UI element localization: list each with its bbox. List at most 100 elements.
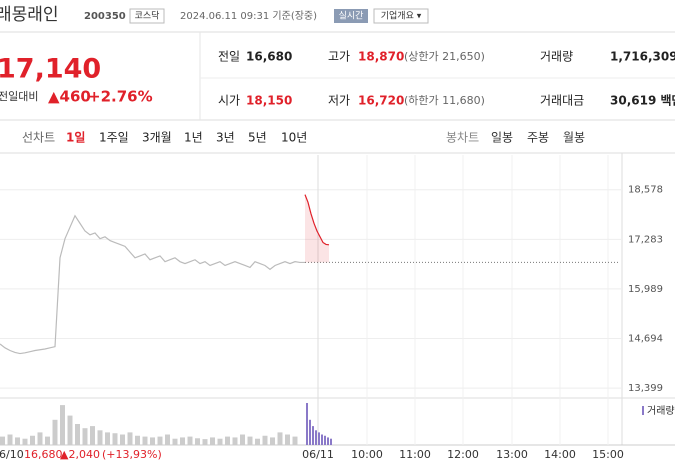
tab[interactable]: 10년 [281, 131, 307, 145]
stock-code: 200350 [84, 11, 126, 22]
volume-bar [247, 436, 253, 445]
volume-bar [45, 436, 50, 445]
volume-bar [90, 426, 95, 445]
tab-label: 봉차트 [446, 131, 479, 145]
volume-bar [324, 435, 326, 445]
volume-bar [30, 435, 35, 445]
volume-bar [292, 436, 298, 445]
footer-rate: (+13,93%) [102, 448, 162, 461]
volume-bar [262, 435, 268, 445]
price-line [304, 194, 330, 246]
volume-bar [240, 434, 245, 445]
x-tick-label: 11:00 [399, 448, 431, 461]
volume-bar [187, 436, 193, 445]
volume-bar [285, 434, 290, 445]
volume-bar [0, 436, 5, 445]
x-tick-label: 13:00 [496, 448, 528, 461]
badge[interactable] [373, 8, 429, 24]
time: 2024.06.11 09:31 기준(장중) [180, 10, 317, 22]
volume-bar [255, 438, 260, 445]
summary-label: 전일 [218, 50, 240, 64]
volume-bar [52, 419, 58, 445]
volume-bar [142, 436, 148, 445]
change-label: 전일대비 [0, 89, 38, 103]
summary-note: (하한가 11,680) [404, 93, 485, 107]
y-tick-label: 15,989 [628, 284, 663, 295]
volume-bar [15, 437, 20, 445]
volume-bar [172, 438, 178, 445]
footer-date: 06/10 [0, 448, 24, 461]
summary-label: 시가 [218, 94, 240, 108]
volume-bar [165, 434, 170, 445]
change: ▲460 [48, 88, 91, 106]
summary-value: 16,720 [358, 94, 404, 108]
volume-bar [75, 424, 80, 445]
tab-label: 선차트 [22, 131, 55, 145]
summary-label: 고가 [328, 50, 350, 64]
tab[interactable]: 월봉 [563, 131, 585, 145]
tab[interactable]: 3개월 [142, 131, 172, 145]
volume-bar [225, 436, 230, 445]
tab[interactable]: 1주일 [99, 131, 129, 145]
volume-bar [232, 437, 238, 445]
x-tick-label: 12:00 [447, 448, 479, 461]
summary-label: 저가 [328, 94, 350, 108]
rate: +2.76% [88, 88, 153, 106]
x-tick-label: 15:00 [592, 448, 624, 461]
volume-bar [318, 432, 320, 445]
tab[interactable]: 1일 [66, 131, 85, 145]
tab[interactable]: 1년 [184, 131, 203, 145]
summary-value: 18,150 [246, 94, 292, 108]
summary-note: (상한가 21,650) [404, 50, 485, 63]
volume-bar [97, 430, 103, 445]
volume-bar [112, 433, 118, 445]
x-tick-label: 06/11 [302, 448, 334, 461]
volume-bar [157, 436, 163, 445]
summary-value: 1,716,309 [610, 50, 675, 64]
volume-bar [105, 432, 110, 445]
company[interactable]: 기업개요 ▾ [381, 11, 422, 22]
badge [129, 8, 165, 24]
x-tick-label: 14:00 [544, 448, 576, 461]
tab[interactable]: 일봉 [491, 131, 513, 145]
volume-bar [22, 438, 28, 445]
summary-value: 30,619 백만 [610, 93, 675, 108]
current-price: 17,140 [0, 54, 101, 85]
tab[interactable]: 5년 [248, 131, 267, 145]
volume-bar [82, 428, 88, 445]
legend-swatch [642, 406, 644, 415]
tabs: 선차트 1일 1주일 3개월 1년 3년 5년 10년 봉차트 일봉 주봉 월봉 [22, 131, 585, 145]
badge[interactable] [334, 9, 368, 23]
market: 코스닥 [135, 11, 160, 22]
volume-bar [210, 437, 215, 445]
y-tick-label: 17,283 [628, 234, 663, 245]
price-line [0, 214, 305, 355]
volume-bar [7, 434, 13, 445]
tab[interactable]: 주봉 [527, 131, 549, 145]
volume-bar [327, 437, 329, 445]
legend: 거래량 [647, 405, 675, 417]
volume-bar [120, 434, 125, 445]
volume-bar [37, 432, 43, 445]
volume-bar [315, 430, 317, 445]
volume-bar [150, 437, 155, 445]
volume-bar [312, 426, 314, 445]
summary-label: 거래량 [540, 50, 573, 64]
volume-bar [67, 415, 73, 445]
volume-bar [309, 419, 311, 445]
volume-bar [60, 405, 65, 445]
area [305, 194, 329, 263]
tab[interactable]: 3년 [216, 131, 235, 145]
realtime[interactable]: 실시간 [339, 11, 364, 22]
volume-bar [135, 435, 140, 445]
stock-name: 래몽래인 [0, 5, 59, 25]
summary-value: 18,870 [358, 50, 404, 64]
summary-value: 16,680 [246, 50, 292, 64]
footer-change: ▲2,040 [60, 448, 100, 461]
summary-label: 거래대금 [540, 94, 584, 108]
volume-bar [195, 438, 200, 445]
volume-bar [330, 438, 332, 445]
